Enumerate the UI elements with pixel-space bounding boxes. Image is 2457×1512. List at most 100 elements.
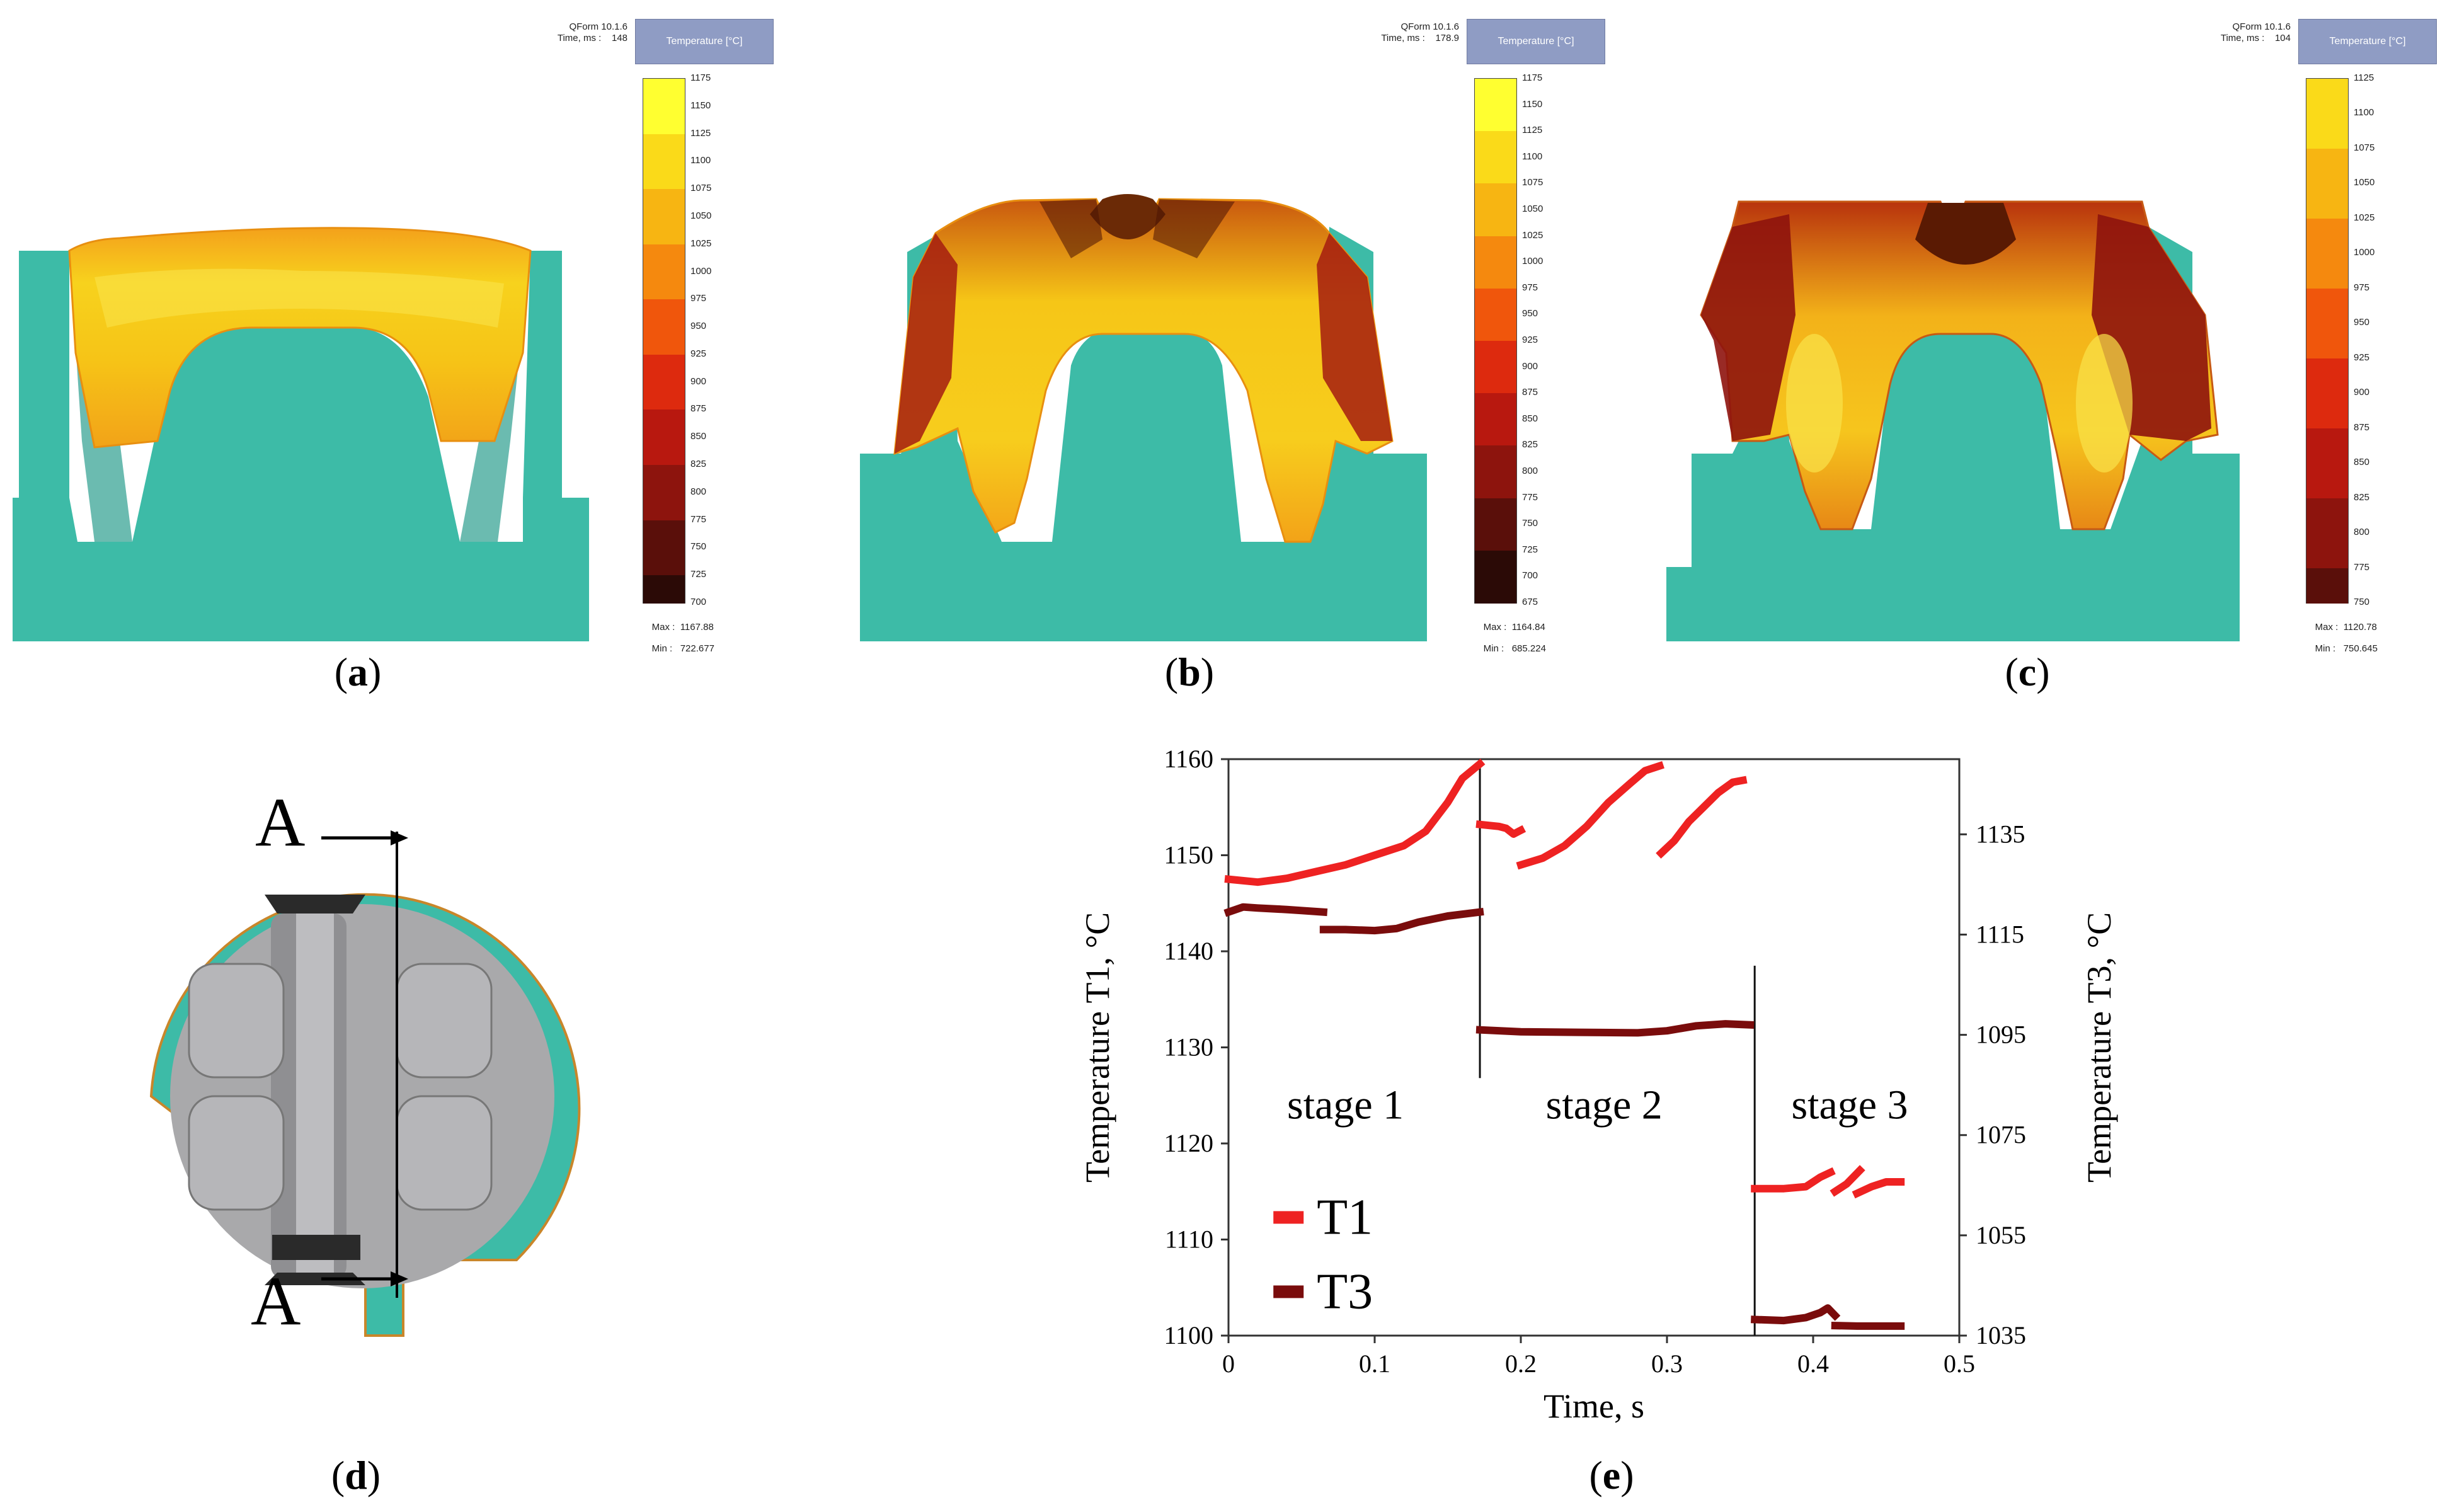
- colorbar-tick-label: 725: [1522, 544, 1538, 555]
- colorbar-segment: [1475, 79, 1516, 106]
- colorbar-tick-label: 1175: [690, 72, 711, 83]
- colorbar-segment: [2306, 393, 2348, 429]
- colorbar-segment: [1475, 210, 1516, 237]
- simulation-panel-b: QForm 10.1.6 Time, ms : 178.9 Temperatur…: [832, 0, 1613, 655]
- colorbar-segment: [2306, 498, 2348, 534]
- min-label: Min :: [1483, 643, 1504, 654]
- y-left-tick-label: 1160: [1164, 745, 1213, 773]
- legend-label-t1: T1: [1317, 1189, 1373, 1245]
- colorbar-segment: [643, 382, 685, 411]
- colorbar-tick-label: 800: [2354, 527, 2370, 538]
- colorbar-segment: [643, 410, 685, 438]
- y-right-tick-label: 1055: [1976, 1221, 2026, 1249]
- forging-section-c: [1666, 200, 2240, 641]
- colorbar-segment: [2306, 323, 2348, 359]
- colorbar-segment: [1475, 183, 1516, 210]
- caption-b: (b): [1164, 650, 1215, 694]
- caption-d: (d): [331, 1453, 381, 1498]
- colorbar-segment: [643, 437, 685, 466]
- max-value: 1167.88: [680, 622, 714, 633]
- colorbar-segment: [2306, 358, 2348, 394]
- max-value: 1120.78: [2343, 622, 2377, 633]
- colorbar-tick-label: 950: [2354, 317, 2370, 328]
- colorbar-segment: [1475, 262, 1516, 289]
- colorbar-segment: [643, 189, 685, 217]
- temperature-field-button[interactable]: Temperature [°C]: [635, 19, 774, 64]
- y-left-tick-label: 1110: [1165, 1225, 1213, 1254]
- temperature-field-button[interactable]: Temperature [°C]: [1467, 19, 1605, 64]
- y-left-tick-label: 1130: [1164, 1033, 1213, 1062]
- y-left-axis-label: Temperature T1, °C: [1079, 912, 1116, 1183]
- y-right-tick-label: 1095: [1976, 1021, 2026, 1049]
- colorbar-tick-label: 1050: [1522, 203, 1544, 214]
- colorbar-tick-label: 825: [2354, 491, 2370, 503]
- colorbar-tick-label: 750: [690, 541, 707, 553]
- x-tick-label: 0.3: [1651, 1349, 1683, 1378]
- colorbar-tick-label: 925: [1522, 335, 1538, 345]
- colorbar-segment: [1475, 314, 1516, 341]
- colorbar-tick-label: 925: [2354, 352, 2370, 363]
- max-value: 1164.84: [1511, 622, 1545, 633]
- series-t1-segment: [1751, 1167, 1836, 1193]
- colorbar-tick-label: 750: [2354, 597, 2370, 607]
- colorbar-segment: [643, 465, 685, 493]
- forging-section-a: [13, 227, 589, 641]
- software-label: QForm 10.1.6: [2232, 21, 2291, 32]
- temperature-field-button[interactable]: Temperature [°C]: [2298, 19, 2437, 64]
- colorbar-tick-label: 775: [1522, 491, 1538, 503]
- colorbar-segment: [2306, 428, 2348, 464]
- colorbar-segment: [2306, 113, 2348, 149]
- section-label-top: A: [255, 784, 306, 861]
- colorbar-tick-label: 925: [690, 348, 707, 359]
- colorbar-tick-label: 850: [1522, 413, 1538, 424]
- x-tick-label: 0.4: [1797, 1349, 1829, 1378]
- colorbar-segment: [1475, 288, 1516, 316]
- colorbar-tick-label: 900: [1522, 360, 1538, 372]
- x-tick-label: 0.1: [1359, 1349, 1390, 1378]
- min-label: Min :: [651, 643, 673, 654]
- colorbar-segment: [643, 244, 685, 273]
- min-label: Min :: [2315, 643, 2336, 654]
- series-t3-segment: [1319, 908, 1484, 935]
- colorbar-segment: [643, 161, 685, 190]
- colorbar-segment: [1475, 445, 1516, 472]
- plot-frame: [1227, 758, 1961, 1337]
- software-label: QForm 10.1.6: [569, 21, 627, 32]
- series-t1-segment: [1656, 776, 1748, 859]
- caption-e: (e): [1589, 1453, 1634, 1498]
- colorbar-tick-label: 1050: [2354, 177, 2375, 188]
- colorbar-tick-label: 700: [1522, 570, 1538, 581]
- min-value: 750.645: [2343, 643, 2378, 654]
- y-left-tick-label: 1150: [1164, 841, 1213, 869]
- series-t3-segment: [1223, 903, 1328, 917]
- caption-c: (c): [2005, 650, 2050, 694]
- colorbar-tick-label: 1125: [1522, 125, 1543, 136]
- colorbar-segment: [2306, 533, 2348, 569]
- colorbar-segment: [2306, 288, 2348, 324]
- colorbar-segment: [2306, 79, 2348, 115]
- series-t1-segment: [1516, 761, 1664, 870]
- colorbar-segment: [643, 547, 685, 576]
- colorbar-segment: [643, 492, 685, 521]
- colorbar-tick-label: 800: [1522, 466, 1538, 476]
- colorbar-segment: [1475, 472, 1516, 499]
- colorbar-tick-label: 875: [2354, 421, 2370, 433]
- colorbar-tick-label: 850: [2354, 457, 2370, 468]
- section-arrow-top: [321, 830, 408, 845]
- max-label: Max :: [651, 622, 675, 633]
- series-t1-segment: [1475, 820, 1526, 838]
- time-label: Time, ms :: [2220, 33, 2265, 43]
- colorbar-segment: [643, 79, 685, 107]
- colorbar-segment: [2306, 568, 2348, 604]
- y-left-tick-label: 1100: [1164, 1321, 1213, 1349]
- colorbar-tick-label: 1075: [690, 183, 712, 194]
- colorbar-segment: [643, 272, 685, 301]
- x-tick-label: 0.2: [1505, 1349, 1537, 1378]
- colorbar-tick-label: 975: [690, 293, 707, 304]
- y-right-tick-label: 1115: [1976, 920, 2024, 948]
- colorbar-tick-label: 800: [690, 486, 707, 497]
- colorbar-tick-label: 700: [690, 597, 707, 607]
- colorbar-segment: [643, 520, 685, 549]
- colorbar-tick-label: 1025: [690, 238, 712, 249]
- colorbar-tick-label: 900: [2354, 387, 2370, 398]
